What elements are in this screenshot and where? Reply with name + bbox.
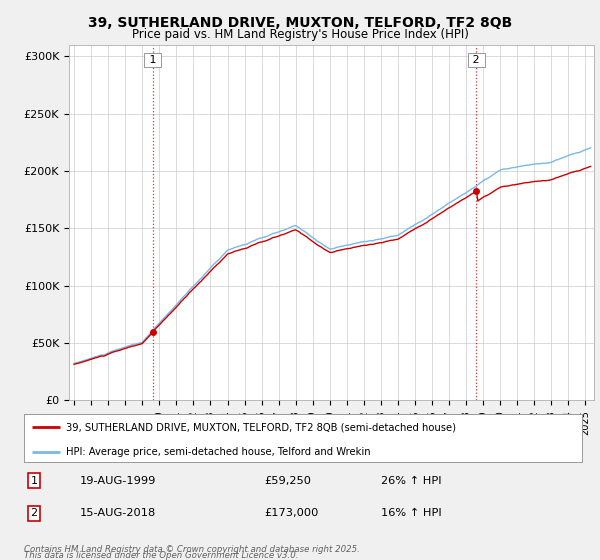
Text: 39, SUTHERLAND DRIVE, MUXTON, TELFORD, TF2 8QB (semi-detached house): 39, SUTHERLAND DRIVE, MUXTON, TELFORD, T…	[66, 422, 456, 432]
Text: 26% ↑ HPI: 26% ↑ HPI	[381, 475, 442, 486]
Text: £59,250: £59,250	[264, 475, 311, 486]
Text: 39, SUTHERLAND DRIVE, MUXTON, TELFORD, TF2 8QB: 39, SUTHERLAND DRIVE, MUXTON, TELFORD, T…	[88, 16, 512, 30]
Text: 1: 1	[31, 475, 38, 486]
Text: 1: 1	[146, 55, 160, 65]
Text: Price paid vs. HM Land Registry's House Price Index (HPI): Price paid vs. HM Land Registry's House …	[131, 28, 469, 41]
Text: 2: 2	[31, 508, 38, 519]
Text: £173,000: £173,000	[264, 508, 319, 519]
Text: HPI: Average price, semi-detached house, Telford and Wrekin: HPI: Average price, semi-detached house,…	[66, 446, 370, 456]
Text: 16% ↑ HPI: 16% ↑ HPI	[381, 508, 442, 519]
Text: 2: 2	[469, 55, 484, 65]
Text: 15-AUG-2018: 15-AUG-2018	[80, 508, 156, 519]
Text: Contains HM Land Registry data © Crown copyright and database right 2025.: Contains HM Land Registry data © Crown c…	[24, 545, 360, 554]
Text: 19-AUG-1999: 19-AUG-1999	[80, 475, 156, 486]
Text: This data is licensed under the Open Government Licence v3.0.: This data is licensed under the Open Gov…	[24, 551, 299, 560]
